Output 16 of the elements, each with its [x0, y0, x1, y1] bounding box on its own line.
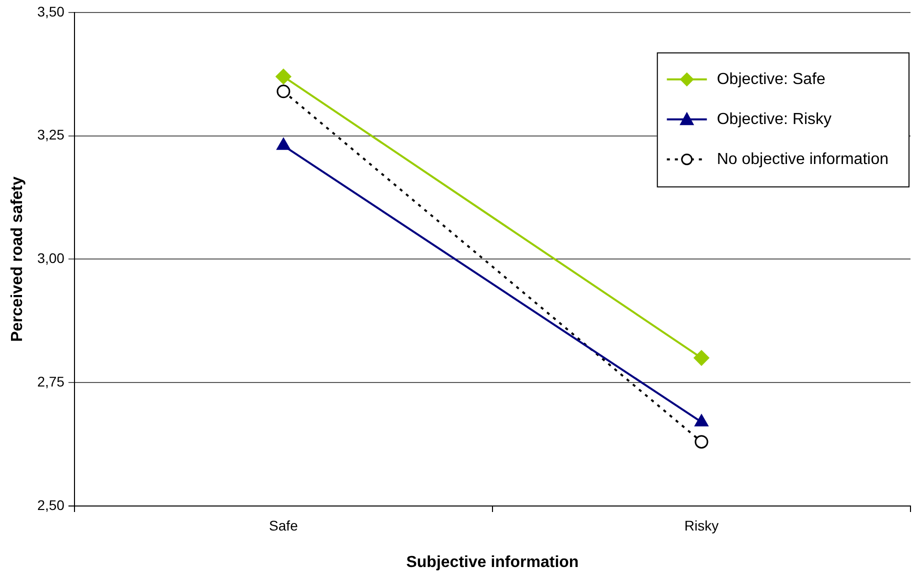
- point: [276, 84, 290, 98]
- x-axis-title: Subjective information: [406, 554, 579, 571]
- legend-label: Objective: Safe: [716, 70, 826, 88]
- x-tick-label: Safe: [269, 517, 298, 534]
- y-tick-label: 3,00: [37, 250, 65, 266]
- y-tick-label: 2,75: [37, 373, 65, 390]
- y-tick-label: 3,25: [37, 126, 65, 143]
- y-axis-title: Perceived road safety: [9, 176, 26, 342]
- point: [694, 435, 708, 449]
- x-tick-label: Risky: [684, 517, 719, 534]
- legend-label: No objective information: [716, 150, 888, 168]
- point: [694, 350, 710, 366]
- y-tick-label: 3,50: [37, 3, 65, 20]
- y-tick-label: 2,50: [37, 496, 65, 513]
- legend-label: Objective: Risky: [716, 110, 832, 128]
- point: [276, 68, 292, 84]
